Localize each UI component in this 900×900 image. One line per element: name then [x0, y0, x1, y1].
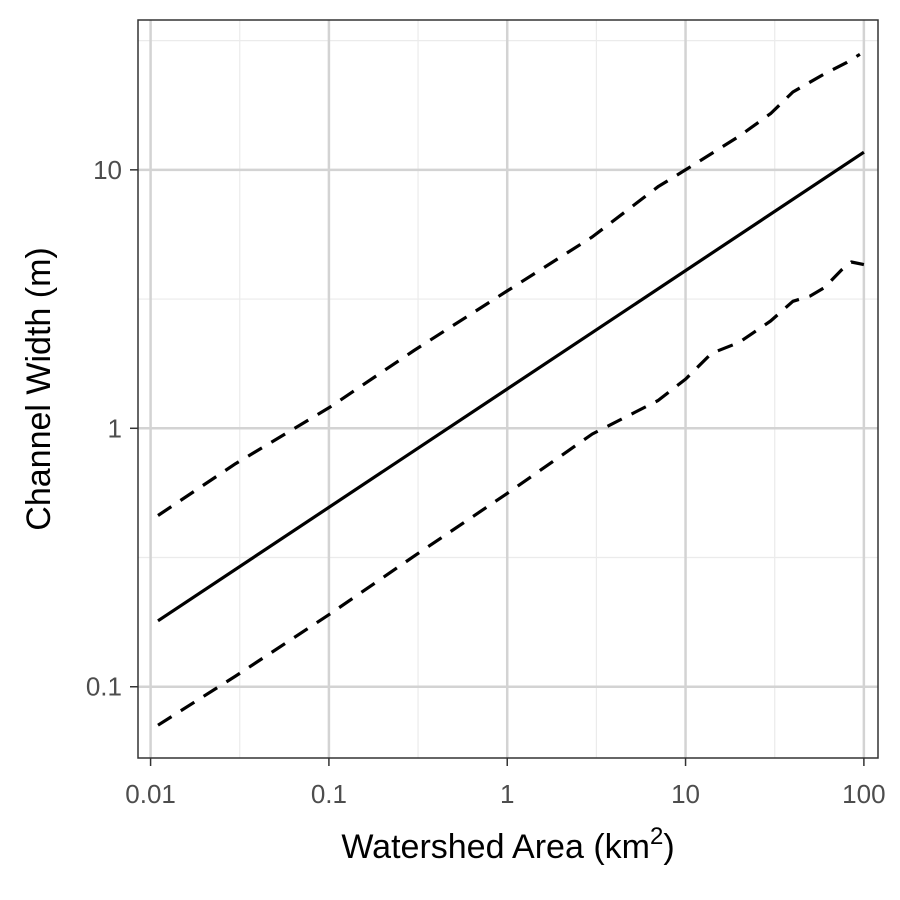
major-grid — [138, 20, 878, 758]
fit-line — [157, 150, 865, 623]
x-tick-label: 0.01 — [125, 779, 176, 809]
upper-bound-line — [157, 52, 861, 517]
x-axis-title: Watershed Area (km2) — [341, 823, 674, 866]
panel-border — [137, 19, 879, 759]
x-tick-label: 1 — [500, 779, 514, 809]
series-layer — [157, 52, 865, 727]
lower-bound-line — [157, 260, 865, 727]
x-tick-label: 10 — [671, 779, 700, 809]
y-tick-label: 10 — [93, 155, 122, 185]
x-tick-label: 0.1 — [311, 779, 347, 809]
axis-ticks: 0.01 0.1 1 10 100 0.1 1 10 — [86, 155, 886, 809]
y-tick-label: 0.1 — [86, 672, 122, 702]
x-tick-label: 100 — [842, 779, 885, 809]
y-axis-title: Channel Width (m) — [20, 247, 58, 530]
y-tick-label: 1 — [108, 413, 122, 443]
